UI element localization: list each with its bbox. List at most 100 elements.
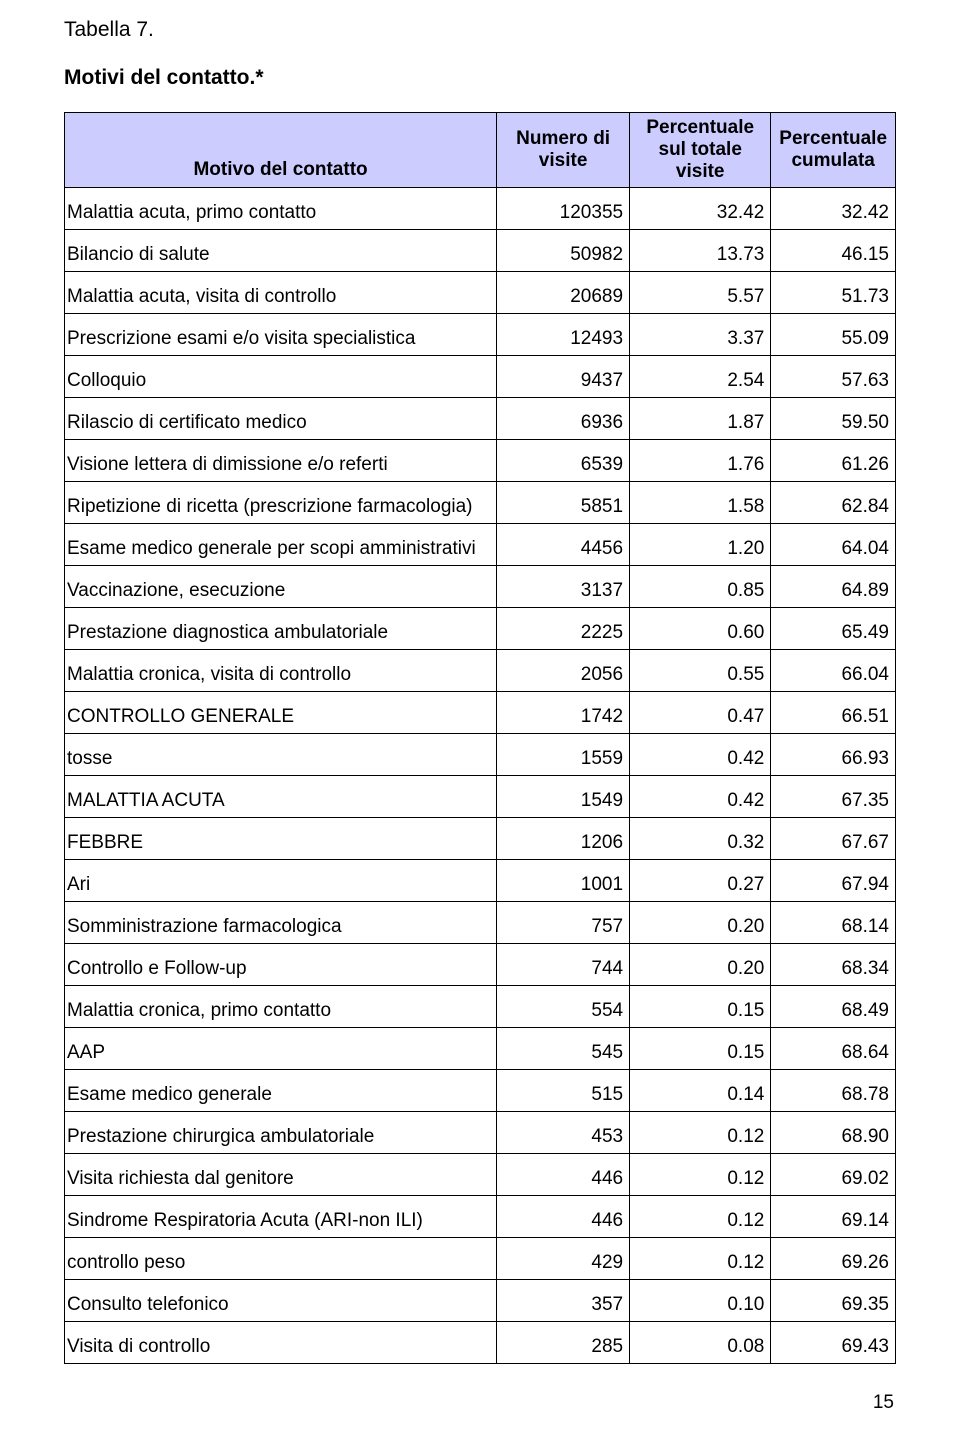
row-cum: 66.04 (771, 649, 896, 691)
row-numero: 1001 (497, 859, 630, 901)
table-row: Esame medico generale per scopi amminist… (65, 523, 896, 565)
row-numero: 515 (497, 1069, 630, 1111)
row-label: Malattia acuta, primo contatto (65, 187, 497, 229)
row-pct: 0.85 (630, 565, 771, 607)
row-cum: 69.14 (771, 1195, 896, 1237)
row-pct: 1.87 (630, 397, 771, 439)
row-numero: 545 (497, 1027, 630, 1069)
table-row: Somministrazione farmacologica7570.2068.… (65, 901, 896, 943)
table-title: Motivi del contatto.* (64, 66, 896, 90)
row-numero: 554 (497, 985, 630, 1027)
row-label: Consulto telefonico (65, 1279, 497, 1321)
row-label: Prescrizione esami e/o visita specialist… (65, 313, 497, 355)
row-pct: 0.20 (630, 901, 771, 943)
row-label: AAP (65, 1027, 497, 1069)
row-cum: 68.78 (771, 1069, 896, 1111)
row-numero: 357 (497, 1279, 630, 1321)
row-cum: 66.51 (771, 691, 896, 733)
row-pct: 1.76 (630, 439, 771, 481)
table-row: Visita di controllo2850.0869.43 (65, 1321, 896, 1363)
row-numero: 2225 (497, 607, 630, 649)
col-header-cum: Percentuale cumulata (771, 113, 896, 188)
row-numero: 744 (497, 943, 630, 985)
table-row: controllo peso4290.1269.26 (65, 1237, 896, 1279)
table-row: Malattia acuta, primo contatto12035532.4… (65, 187, 896, 229)
row-pct: 5.57 (630, 271, 771, 313)
row-cum: 67.67 (771, 817, 896, 859)
row-pct: 0.47 (630, 691, 771, 733)
row-label: Malattia cronica, primo contatto (65, 985, 497, 1027)
row-pct: 2.54 (630, 355, 771, 397)
row-label: Esame medico generale (65, 1069, 497, 1111)
row-pct: 0.10 (630, 1279, 771, 1321)
page-number: 15 (64, 1392, 896, 1414)
col-header-motivo: Motivo del contatto (65, 113, 497, 188)
table-row: FEBBRE12060.3267.67 (65, 817, 896, 859)
row-label: Esame medico generale per scopi amminist… (65, 523, 497, 565)
row-cum: 32.42 (771, 187, 896, 229)
row-pct: 0.08 (630, 1321, 771, 1363)
table-row: Malattia cronica, primo contatto5540.156… (65, 985, 896, 1027)
row-cum: 69.43 (771, 1321, 896, 1363)
table-row: Consulto telefonico3570.1069.35 (65, 1279, 896, 1321)
table-row: Ari10010.2767.94 (65, 859, 896, 901)
row-label: Colloquio (65, 355, 497, 397)
row-cum: 67.35 (771, 775, 896, 817)
table-row: Prescrizione esami e/o visita specialist… (65, 313, 896, 355)
row-label: MALATTIA ACUTA (65, 775, 497, 817)
row-pct: 0.15 (630, 1027, 771, 1069)
table-row: AAP5450.1568.64 (65, 1027, 896, 1069)
row-numero: 429 (497, 1237, 630, 1279)
table-row: tosse15590.4266.93 (65, 733, 896, 775)
row-label: Rilascio di certificato medico (65, 397, 497, 439)
row-numero: 50982 (497, 229, 630, 271)
table-row: Visione lettera di dimissione e/o refert… (65, 439, 896, 481)
row-numero: 4456 (497, 523, 630, 565)
row-pct: 1.20 (630, 523, 771, 565)
row-numero: 446 (497, 1195, 630, 1237)
row-numero: 12493 (497, 313, 630, 355)
row-pct: 0.20 (630, 943, 771, 985)
row-numero: 285 (497, 1321, 630, 1363)
row-label: Visione lettera di dimissione e/o refert… (65, 439, 497, 481)
row-pct: 0.32 (630, 817, 771, 859)
table-label: Tabella 7. (64, 18, 896, 42)
row-cum: 69.02 (771, 1153, 896, 1195)
table-row: Controllo e Follow-up7440.2068.34 (65, 943, 896, 985)
col-header-pct: Percentuale sul totale visite (630, 113, 771, 188)
row-numero: 1549 (497, 775, 630, 817)
row-label: Visita richiesta dal genitore (65, 1153, 497, 1195)
row-pct: 3.37 (630, 313, 771, 355)
row-cum: 68.49 (771, 985, 896, 1027)
row-pct: 0.12 (630, 1153, 771, 1195)
row-cum: 64.04 (771, 523, 896, 565)
row-cum: 62.84 (771, 481, 896, 523)
row-numero: 5851 (497, 481, 630, 523)
row-cum: 69.26 (771, 1237, 896, 1279)
row-label: tosse (65, 733, 497, 775)
row-cum: 68.64 (771, 1027, 896, 1069)
row-pct: 0.27 (630, 859, 771, 901)
row-numero: 20689 (497, 271, 630, 313)
row-numero: 6539 (497, 439, 630, 481)
row-cum: 68.90 (771, 1111, 896, 1153)
table-row: Malattia cronica, visita di controllo205… (65, 649, 896, 691)
row-pct: 32.42 (630, 187, 771, 229)
row-label: Sindrome Respiratoria Acuta (ARI-non ILI… (65, 1195, 497, 1237)
table-row: Sindrome Respiratoria Acuta (ARI-non ILI… (65, 1195, 896, 1237)
table-row: Vaccinazione, esecuzione31370.8564.89 (65, 565, 896, 607)
row-pct: 0.55 (630, 649, 771, 691)
row-numero: 6936 (497, 397, 630, 439)
row-label: CONTROLLO GENERALE (65, 691, 497, 733)
row-numero: 9437 (497, 355, 630, 397)
table-row: CONTROLLO GENERALE17420.4766.51 (65, 691, 896, 733)
row-cum: 61.26 (771, 439, 896, 481)
row-cum: 46.15 (771, 229, 896, 271)
row-cum: 69.35 (771, 1279, 896, 1321)
row-numero: 446 (497, 1153, 630, 1195)
table-row: Prestazione diagnostica ambulatoriale222… (65, 607, 896, 649)
row-numero: 757 (497, 901, 630, 943)
row-label: Somministrazione farmacologica (65, 901, 497, 943)
row-numero: 1559 (497, 733, 630, 775)
row-numero: 2056 (497, 649, 630, 691)
